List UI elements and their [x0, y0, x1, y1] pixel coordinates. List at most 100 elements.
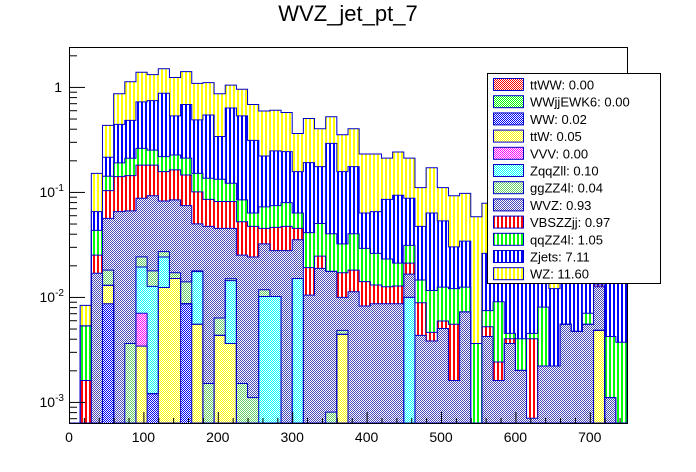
bar-qqzz4l-bin-19 — [281, 202, 293, 227]
bar-qqzz4l-bin-41 — [526, 333, 538, 339]
bar-zjets-bin-22 — [314, 166, 326, 224]
bar-zjets-bin-4 — [113, 124, 125, 163]
bar-zjets-bin-44 — [560, 260, 572, 325]
bar-ggzz4l-bin-10 — [180, 281, 192, 304]
legend-swatch-wz — [493, 267, 524, 281]
bar-wvz-bin-12 — [202, 226, 215, 384]
bar-wz-bin-33 — [437, 187, 449, 221]
bar-zjets-bin-35 — [459, 241, 471, 288]
bar-qqzz4l-bin-17 — [258, 206, 270, 229]
bar-zjets-bin-40 — [515, 270, 527, 339]
bar-ggzz4l-bin-12 — [202, 383, 215, 423]
legend-label-qqzz4l: qqZZ4l: 1.05 — [530, 232, 603, 247]
legend-label-wvz: WVZ: 0.93 — [530, 198, 591, 213]
x-tick-label: 300 — [281, 429, 305, 445]
bar-wvz-bin-46 — [582, 324, 594, 423]
bar-ttw-bin-13 — [214, 335, 226, 423]
y-tick-exponent: -2 — [55, 288, 64, 299]
histogram-bars — [80, 68, 627, 423]
bar-qqzz4l-bin-35 — [459, 287, 471, 312]
legend-label-vbszzjj: VBSZZjj: 0.97 — [530, 215, 610, 230]
legend-label-wz: WZ: 11.60 — [530, 267, 589, 282]
bar-vbszzjj-bin-30 — [403, 263, 415, 275]
bar-wz-bin-34 — [448, 195, 460, 247]
bar-wz-bin-20 — [292, 133, 304, 172]
bar-ttw-bin-24 — [336, 334, 348, 423]
bar-qqzz4l-bin-21 — [303, 232, 315, 268]
bar-wvz-bin-48 — [604, 397, 616, 423]
bar-vbszzjj-bin-7 — [147, 165, 159, 196]
legend: ttWW: 0.00 WWjjEWK6: 0.00 WW: 0.02 ttW: 0.0… — [487, 73, 661, 284]
bar-wz-bin-5 — [124, 81, 136, 121]
bar-wvz-bin-11 — [191, 223, 203, 271]
bar-ggzz4l-bin-7 — [147, 270, 159, 287]
bar-qqzz4l-bin-3 — [102, 176, 114, 191]
bar-wvz-bin-25 — [348, 291, 360, 423]
bar-zqqzll-bin-7 — [147, 286, 159, 394]
bar-qqzz4l-bin-34 — [448, 288, 460, 325]
bar-zjets-bin-25 — [348, 166, 360, 234]
bar-ttw-bin-9 — [169, 278, 181, 423]
bar-ttw-bin-3 — [102, 285, 114, 304]
bar-zjets-bin-3 — [102, 157, 114, 177]
bar-qqzz4l-bin-40 — [515, 338, 527, 371]
bar-ww-bin-7 — [147, 393, 159, 423]
bar-zjets-bin-21 — [303, 162, 315, 233]
bar-vbszzjj-bin-16 — [247, 226, 259, 258]
bar-vbszzjj-bin-29 — [392, 286, 404, 304]
bar-vbszzjj-bin-28 — [381, 286, 393, 304]
bar-zjets-bin-28 — [381, 199, 393, 259]
bar-qqzz4l-bin-30 — [403, 245, 415, 264]
bar-wvz-bin-20 — [292, 239, 304, 279]
bar-qqzz4l-bin-33 — [437, 287, 449, 321]
y-tick-exponent: -3 — [55, 393, 64, 404]
bar-qqzz4l-bin-49 — [615, 342, 627, 423]
bar-vbszzjj-bin-47 — [593, 284, 605, 287]
bar-vbszzjj-bin-25 — [348, 270, 360, 292]
bar-vbszzjj-bin-15 — [236, 221, 248, 256]
bar-wz-bin-1 — [80, 305, 92, 326]
bar-ggzz4l-bin-6 — [135, 256, 148, 267]
bar-qqzz4l-bin-26 — [359, 248, 371, 282]
bar-wz-bin-17 — [258, 110, 270, 156]
bar-qqzz4l-bin-25 — [348, 233, 360, 271]
y-tick-base: 10 — [40, 184, 56, 200]
bar-wvz-bin-4 — [113, 211, 125, 423]
bar-wz-bin-29 — [392, 152, 404, 196]
bar-vbszzjj-bin-12 — [202, 199, 215, 227]
bar-vbszzjj-bin-9 — [169, 169, 181, 200]
bar-vbszzjj-bin-37 — [481, 326, 494, 337]
bar-vbszzjj-bin-1 — [80, 380, 92, 423]
bar-vbszzjj-bin-6 — [135, 165, 148, 199]
bar-zjets-bin-12 — [202, 115, 215, 179]
bar-wz-bin-21 — [303, 118, 315, 163]
bar-zjets-bin-34 — [448, 246, 460, 289]
bar-vbszzjj-bin-26 — [359, 281, 371, 306]
bar-zjets-bin-32 — [426, 212, 438, 291]
y-tick-label: 10-3 — [40, 393, 65, 410]
y-tick-base: 10 — [40, 394, 56, 410]
legend-label-ww: WW: 0.02 — [530, 112, 587, 127]
bar-zjets-bin-41 — [526, 265, 538, 334]
x-tick-label: 100 — [132, 429, 156, 445]
bar-vvv-bin-6 — [135, 313, 148, 347]
bar-wvz-bin-23 — [325, 271, 337, 413]
bar-qqzz4l-bin-23 — [325, 233, 337, 272]
y-tick-exponent: -1 — [55, 183, 64, 194]
bar-wvz-bin-27 — [370, 303, 382, 423]
legend-label-ttww: ttWW: 0.00 — [530, 78, 594, 93]
bar-ggzz4l-bin-9 — [169, 272, 181, 279]
bar-wvz-bin-18 — [269, 250, 282, 297]
bar-qqzz4l-bin-15 — [236, 199, 248, 222]
bar-wz-bin-10 — [180, 71, 192, 105]
y-tick-label: 10-2 — [40, 288, 65, 305]
bar-wvz-bin-19 — [281, 250, 293, 423]
bar-vbszzjj-bin-22 — [314, 256, 326, 269]
bar-wz-bin-3 — [102, 125, 114, 158]
bar-wz-bin-36 — [470, 216, 482, 344]
bar-wvz-bin-42 — [537, 365, 549, 423]
bar-wz-bin-27 — [370, 153, 382, 212]
bar-zjets-bin-17 — [258, 155, 270, 207]
bar-wz-bin-16 — [247, 104, 259, 141]
bar-qqzz4l-bin-37 — [481, 310, 494, 327]
